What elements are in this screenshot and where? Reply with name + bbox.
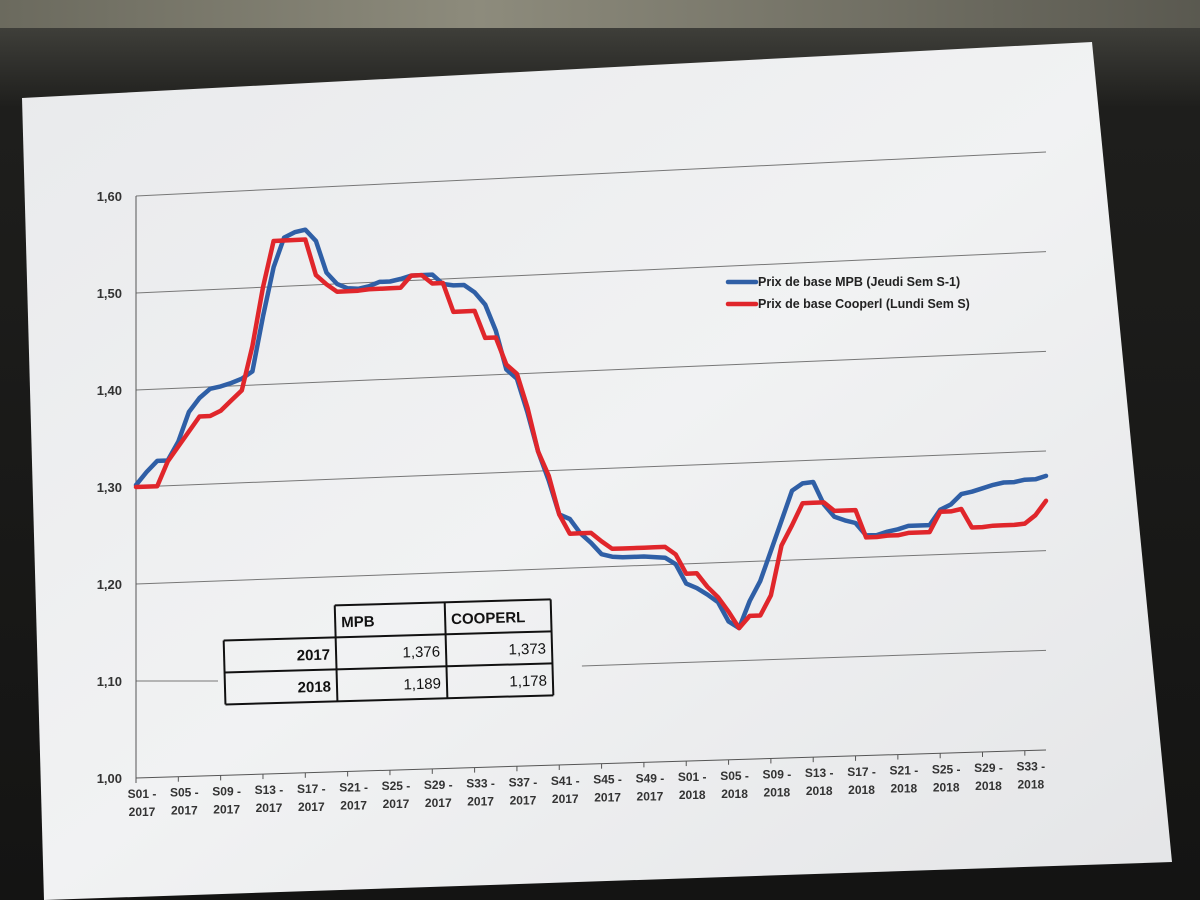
table-border [333,605,339,702]
x-tick-label: S45 - [593,773,622,787]
x-tick-label-year: 2017 [467,795,494,809]
x-tick-label: S37 - [509,775,538,789]
series-lines [133,227,1049,631]
x-tick-label-year: 2017 [552,792,579,806]
gridlines [135,151,1047,682]
table-border [224,662,553,674]
table-border [223,630,552,642]
summary-table: MPB COOPERL 2017 1,376 1,373 2018 1,189 1,178 [222,598,555,706]
table-cell: 1,189 [403,675,441,693]
x-tick-label-year: 2017 [637,789,664,803]
x-axis-ticks: S01 - 2017 S05 - 2017 S09 - 2017 S13 - 2017 S17 … [128,750,1045,819]
wall-strip [0,0,1200,28]
y-axis-ticks: 1,00 1,10 1,20 1,30 1,40 1,50 1,60 [97,189,122,786]
table-border [334,598,551,607]
x-tick-label-year: 2017 [510,793,537,807]
x-tick-label: S01 - [128,787,157,801]
table-cell: 1,178 [509,672,547,690]
x-tick-label-year: 2017 [256,801,283,815]
x-tick-label: S17 - [847,765,876,779]
x-tick-label: S17 - [297,782,326,796]
x-tick-label: S33 - [1016,760,1045,774]
x-tick-label-year: 2017 [340,798,367,812]
x-tick-label-year: 2018 [891,782,918,796]
y-tick-label: 1,10 [97,674,122,689]
x-tick-label: S21 - [339,780,368,794]
x-tick-label-year: 2017 [129,805,156,819]
table-header: MPB [341,613,375,631]
x-tick-label: S41 - [551,774,580,788]
x-axis [135,749,1047,779]
table-cell: 1,373 [508,641,546,659]
x-tick-label-year: 2017 [383,797,410,811]
y-tick-label: 1,20 [97,577,122,592]
gridline [135,550,1047,585]
x-tick-label-year: 2017 [213,802,240,816]
gridline [135,350,1047,391]
y-tick-label: 1,50 [97,286,122,301]
legend-label: Prix de base MPB (Jeudi Sem S-1) [758,275,960,289]
y-tick-label: 1,60 [97,189,122,204]
x-tick-label-year: 2018 [721,787,748,801]
x-tick-label-year: 2017 [171,804,198,818]
x-tick-label: S25 - [382,779,411,793]
y-tick-label: 1,00 [97,771,122,786]
y-tick-label: 1,40 [97,383,122,398]
table-border [549,599,555,696]
x-tick-label: S09 - [212,784,241,798]
x-tick-label: S49 - [636,771,665,785]
legend: Prix de base MPB (Jeudi Sem S-1) Prix de … [725,275,970,311]
series-line-cooperl [133,237,1049,631]
x-tick-label: S01 - [678,770,707,784]
x-tick-label: S29 - [974,761,1003,775]
table-row-label: 2017 [297,647,331,665]
gridline [135,251,1047,294]
gridline [135,450,1047,488]
x-tick-label: S21 - [890,764,919,778]
x-tick-label-year: 2018 [679,788,706,802]
gridline [581,649,1047,667]
y-tick-label: 1,30 [97,480,122,495]
x-tick-label-year: 2018 [933,780,960,794]
table-cell: 1,376 [402,643,440,661]
x-tick-label-year: 2017 [298,800,325,814]
table-header: COOPERL [451,609,526,628]
x-tick-label: S13 - [255,783,284,797]
x-tick-label: S29 - [424,778,453,792]
x-tick-label: S05 - [170,786,199,800]
table-border [443,602,449,699]
x-tick-label: S33 - [466,777,495,791]
x-tick-label-year: 2018 [975,779,1002,793]
x-tick-label-year: 2017 [594,791,621,805]
x-tick-label-year: 2017 [425,796,452,810]
x-tick-label-year: 2018 [764,785,791,799]
table-row-label: 2018 [297,679,331,697]
x-tick-label: S25 - [932,762,961,776]
table-border [225,694,554,706]
series-line-mpb [133,227,1049,631]
x-tick-label: S13 - [805,766,834,780]
x-tick-label-year: 2018 [848,783,875,797]
line-chart: 1,001,101,201,301,401,501,60 S01 -2017S0… [97,151,1049,819]
x-tick-label-year: 2018 [806,784,833,798]
x-tick-label-year: 2018 [1017,778,1044,792]
gridline [135,151,1047,197]
table-border [222,640,227,705]
legend-label: Prix de base Cooperl (Lundi Sem S) [758,297,970,311]
x-tick-label: S09 - [763,767,792,781]
x-tick-label: S05 - [720,769,749,783]
